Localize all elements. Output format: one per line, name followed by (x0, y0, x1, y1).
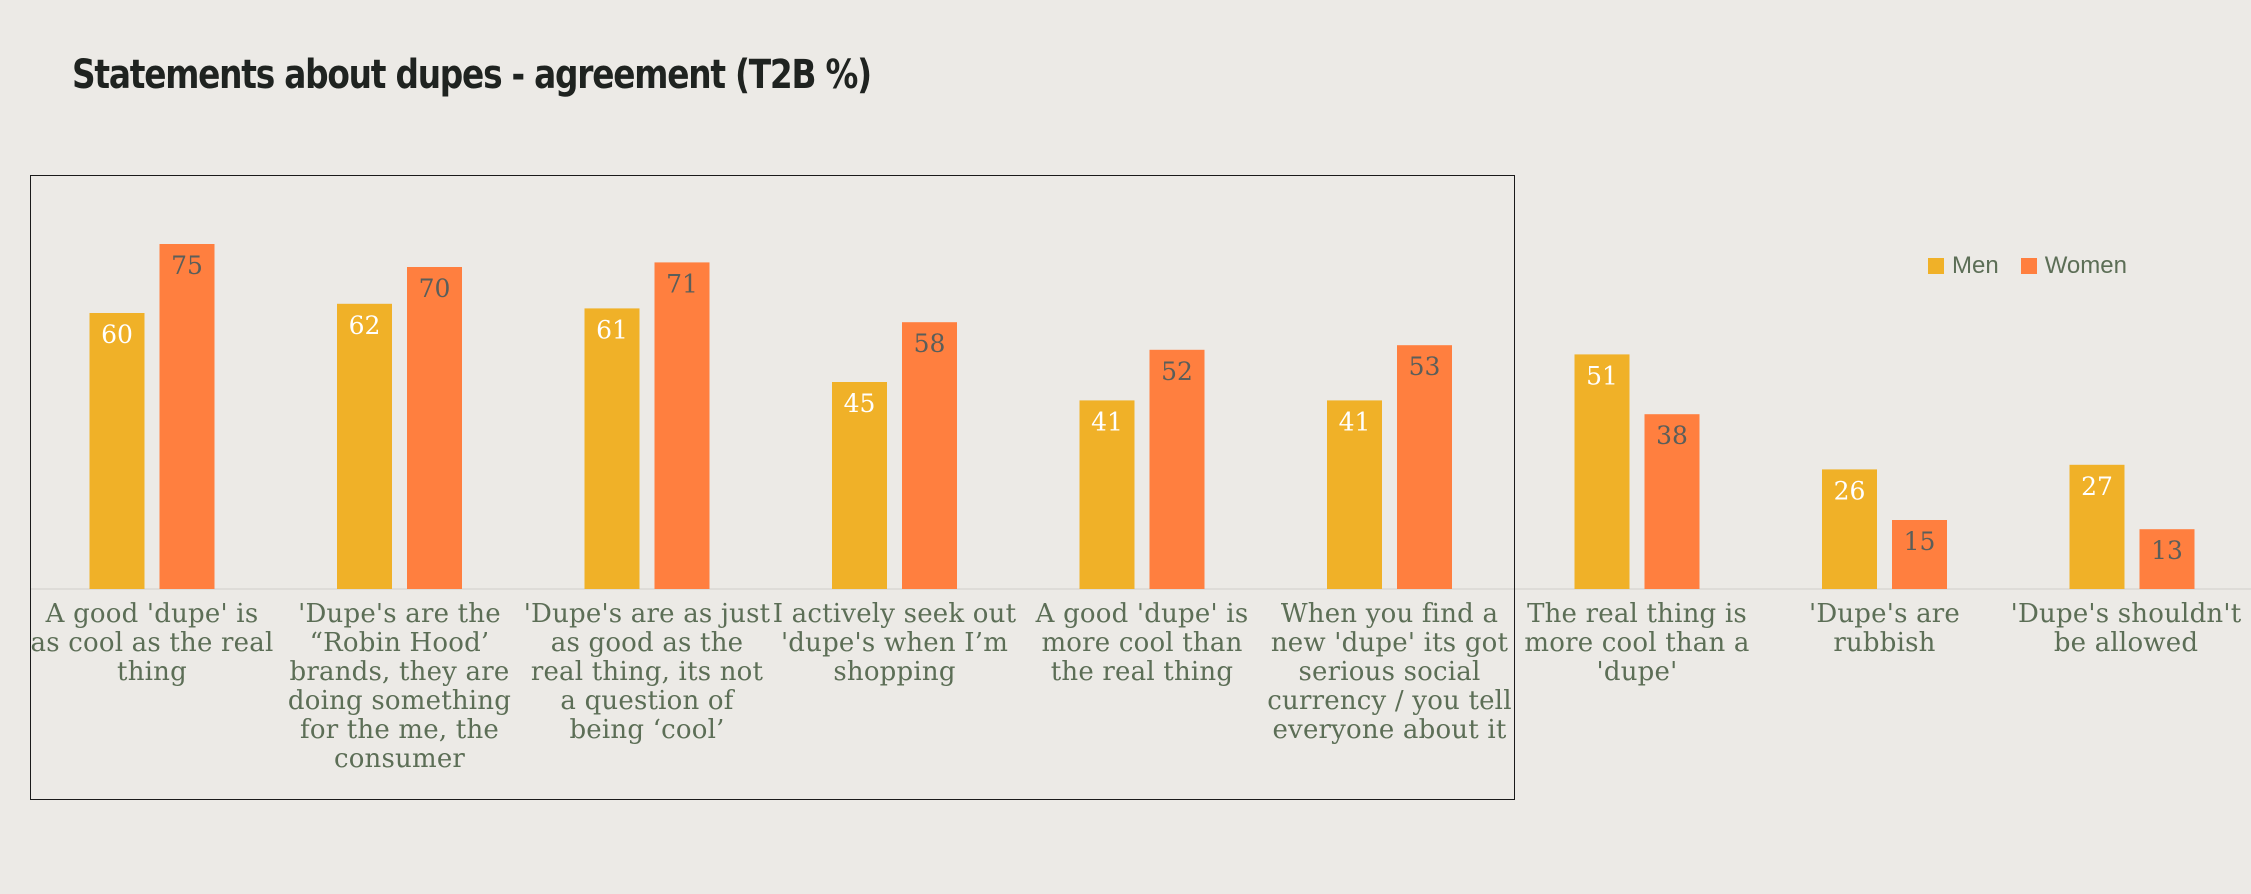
bar-women-3 (654, 262, 710, 589)
bar-women-2 (407, 267, 462, 589)
data-label-men-1: 60 (101, 320, 133, 349)
data-label-women-2: 70 (419, 274, 451, 303)
category-label-6: When you find a new 'dupe' its got serio… (1267, 599, 1512, 745)
bar-women-1 (159, 244, 215, 589)
data-label-women-4: 58 (914, 329, 946, 358)
bar-men-6 (1327, 400, 1382, 589)
category-label-3: 'Dupe's are as just as good as the real … (523, 599, 771, 745)
data-label-women-8: 15 (1904, 527, 1936, 556)
category-label-2: 'Dupe's are the “Robin Hood’ brands, the… (287, 599, 512, 774)
legend-label-men: Men (1952, 252, 1999, 279)
chart-legend: Men Women (1928, 252, 2149, 280)
bar-women-5 (1149, 349, 1205, 589)
bar-men-9 (2069, 464, 2125, 589)
legend-swatch-men (1928, 258, 1944, 274)
bar-women-6 (1397, 345, 1452, 589)
bar-women-4 (902, 322, 957, 589)
data-label-men-5: 41 (1091, 407, 1123, 436)
legend-label-women: Women (2044, 252, 2127, 279)
data-label-women-7: 38 (1656, 421, 1688, 450)
legend-item-men: Men (1928, 252, 1999, 280)
category-label-1: A good 'dupe' is as cool as the real thi… (30, 599, 274, 687)
page-title: Statements about dupes - agreement (T2B … (72, 52, 872, 98)
data-label-women-9: 13 (2151, 536, 2183, 565)
data-label-men-6: 41 (1339, 407, 1371, 436)
bar-women-9 (2139, 529, 2195, 589)
bar-women-8 (1892, 520, 1947, 589)
data-label-women-3: 71 (666, 269, 698, 298)
bar-men-1 (89, 313, 145, 589)
bar-men-3 (584, 308, 640, 589)
category-label-8: 'Dupe's are rubbish (1808, 599, 1961, 658)
data-label-men-2: 62 (349, 311, 381, 340)
bar-men-2 (337, 303, 392, 589)
data-label-men-3: 61 (596, 315, 628, 344)
legend-item-women: Women (2020, 252, 2127, 280)
data-label-men-9: 27 (2081, 472, 2113, 501)
category-label-5: A good 'dupe' is more cool than the real… (1035, 599, 1249, 687)
data-label-women-5: 52 (1161, 357, 1193, 386)
bar-men-7 (1574, 354, 1630, 589)
data-label-men-4: 45 (844, 389, 876, 418)
category-label-7: The real thing is more cool than a 'dupe… (1524, 599, 1750, 687)
data-label-men-8: 26 (1834, 476, 1866, 505)
legend-swatch-women (2020, 258, 2037, 274)
data-label-women-1: 75 (171, 251, 203, 280)
bar-men-4 (832, 382, 887, 589)
category-label-4: I actively seek out 'dupe's when I’m sho… (772, 599, 1017, 687)
bar-men-8 (1822, 469, 1877, 589)
bar-women-7 (1644, 414, 1700, 589)
bar-men-5 (1079, 400, 1135, 589)
data-label-men-7: 51 (1586, 361, 1618, 390)
category-label-9: 'Dupe's shouldn't be allowed (2010, 599, 2242, 658)
data-label-women-6: 53 (1409, 352, 1441, 381)
